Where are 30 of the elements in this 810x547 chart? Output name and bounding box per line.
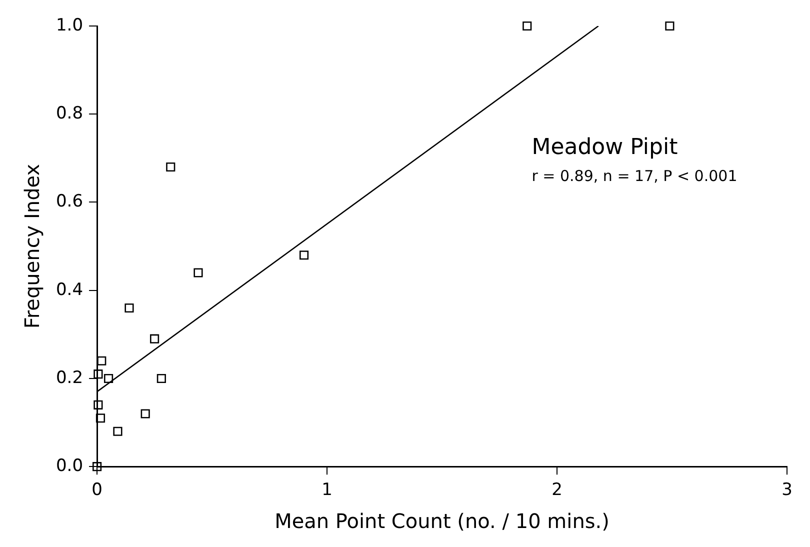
point [113, 426, 122, 436]
y-tick-label: 0.0 [56, 456, 84, 476]
x-tick-label: 2 [552, 480, 562, 500]
annotation: r = 0.89, n = 17, P < 0.001 [532, 166, 738, 185]
point [522, 21, 532, 31]
point [124, 303, 134, 313]
y-tick-label: 0.6 [56, 192, 84, 212]
point [194, 268, 203, 278]
x-axis-title: Mean Point Count (no. / 10 mins.) [274, 509, 610, 534]
annotation: Meadow Pipit [532, 134, 678, 160]
point [104, 374, 114, 384]
x-tick-label: 0 [92, 480, 102, 500]
point [96, 414, 106, 423]
y-tick-label: 0.8 [56, 104, 84, 124]
y-tick-label: 0.2 [56, 368, 84, 388]
x-tick-label: 3 [782, 480, 792, 500]
point [94, 400, 103, 410]
point [92, 462, 102, 472]
point [665, 21, 674, 31]
y-axis-title: Frequency Index [20, 164, 44, 329]
point [140, 409, 150, 418]
point [299, 250, 309, 260]
point [150, 334, 160, 344]
y-tick-label: 0.4 [56, 280, 84, 300]
point [156, 374, 166, 384]
point [94, 370, 103, 379]
point [97, 356, 106, 366]
y-tick-label: 1.0 [56, 15, 84, 36]
point [166, 162, 176, 172]
x-tick-label: 1 [322, 480, 332, 500]
